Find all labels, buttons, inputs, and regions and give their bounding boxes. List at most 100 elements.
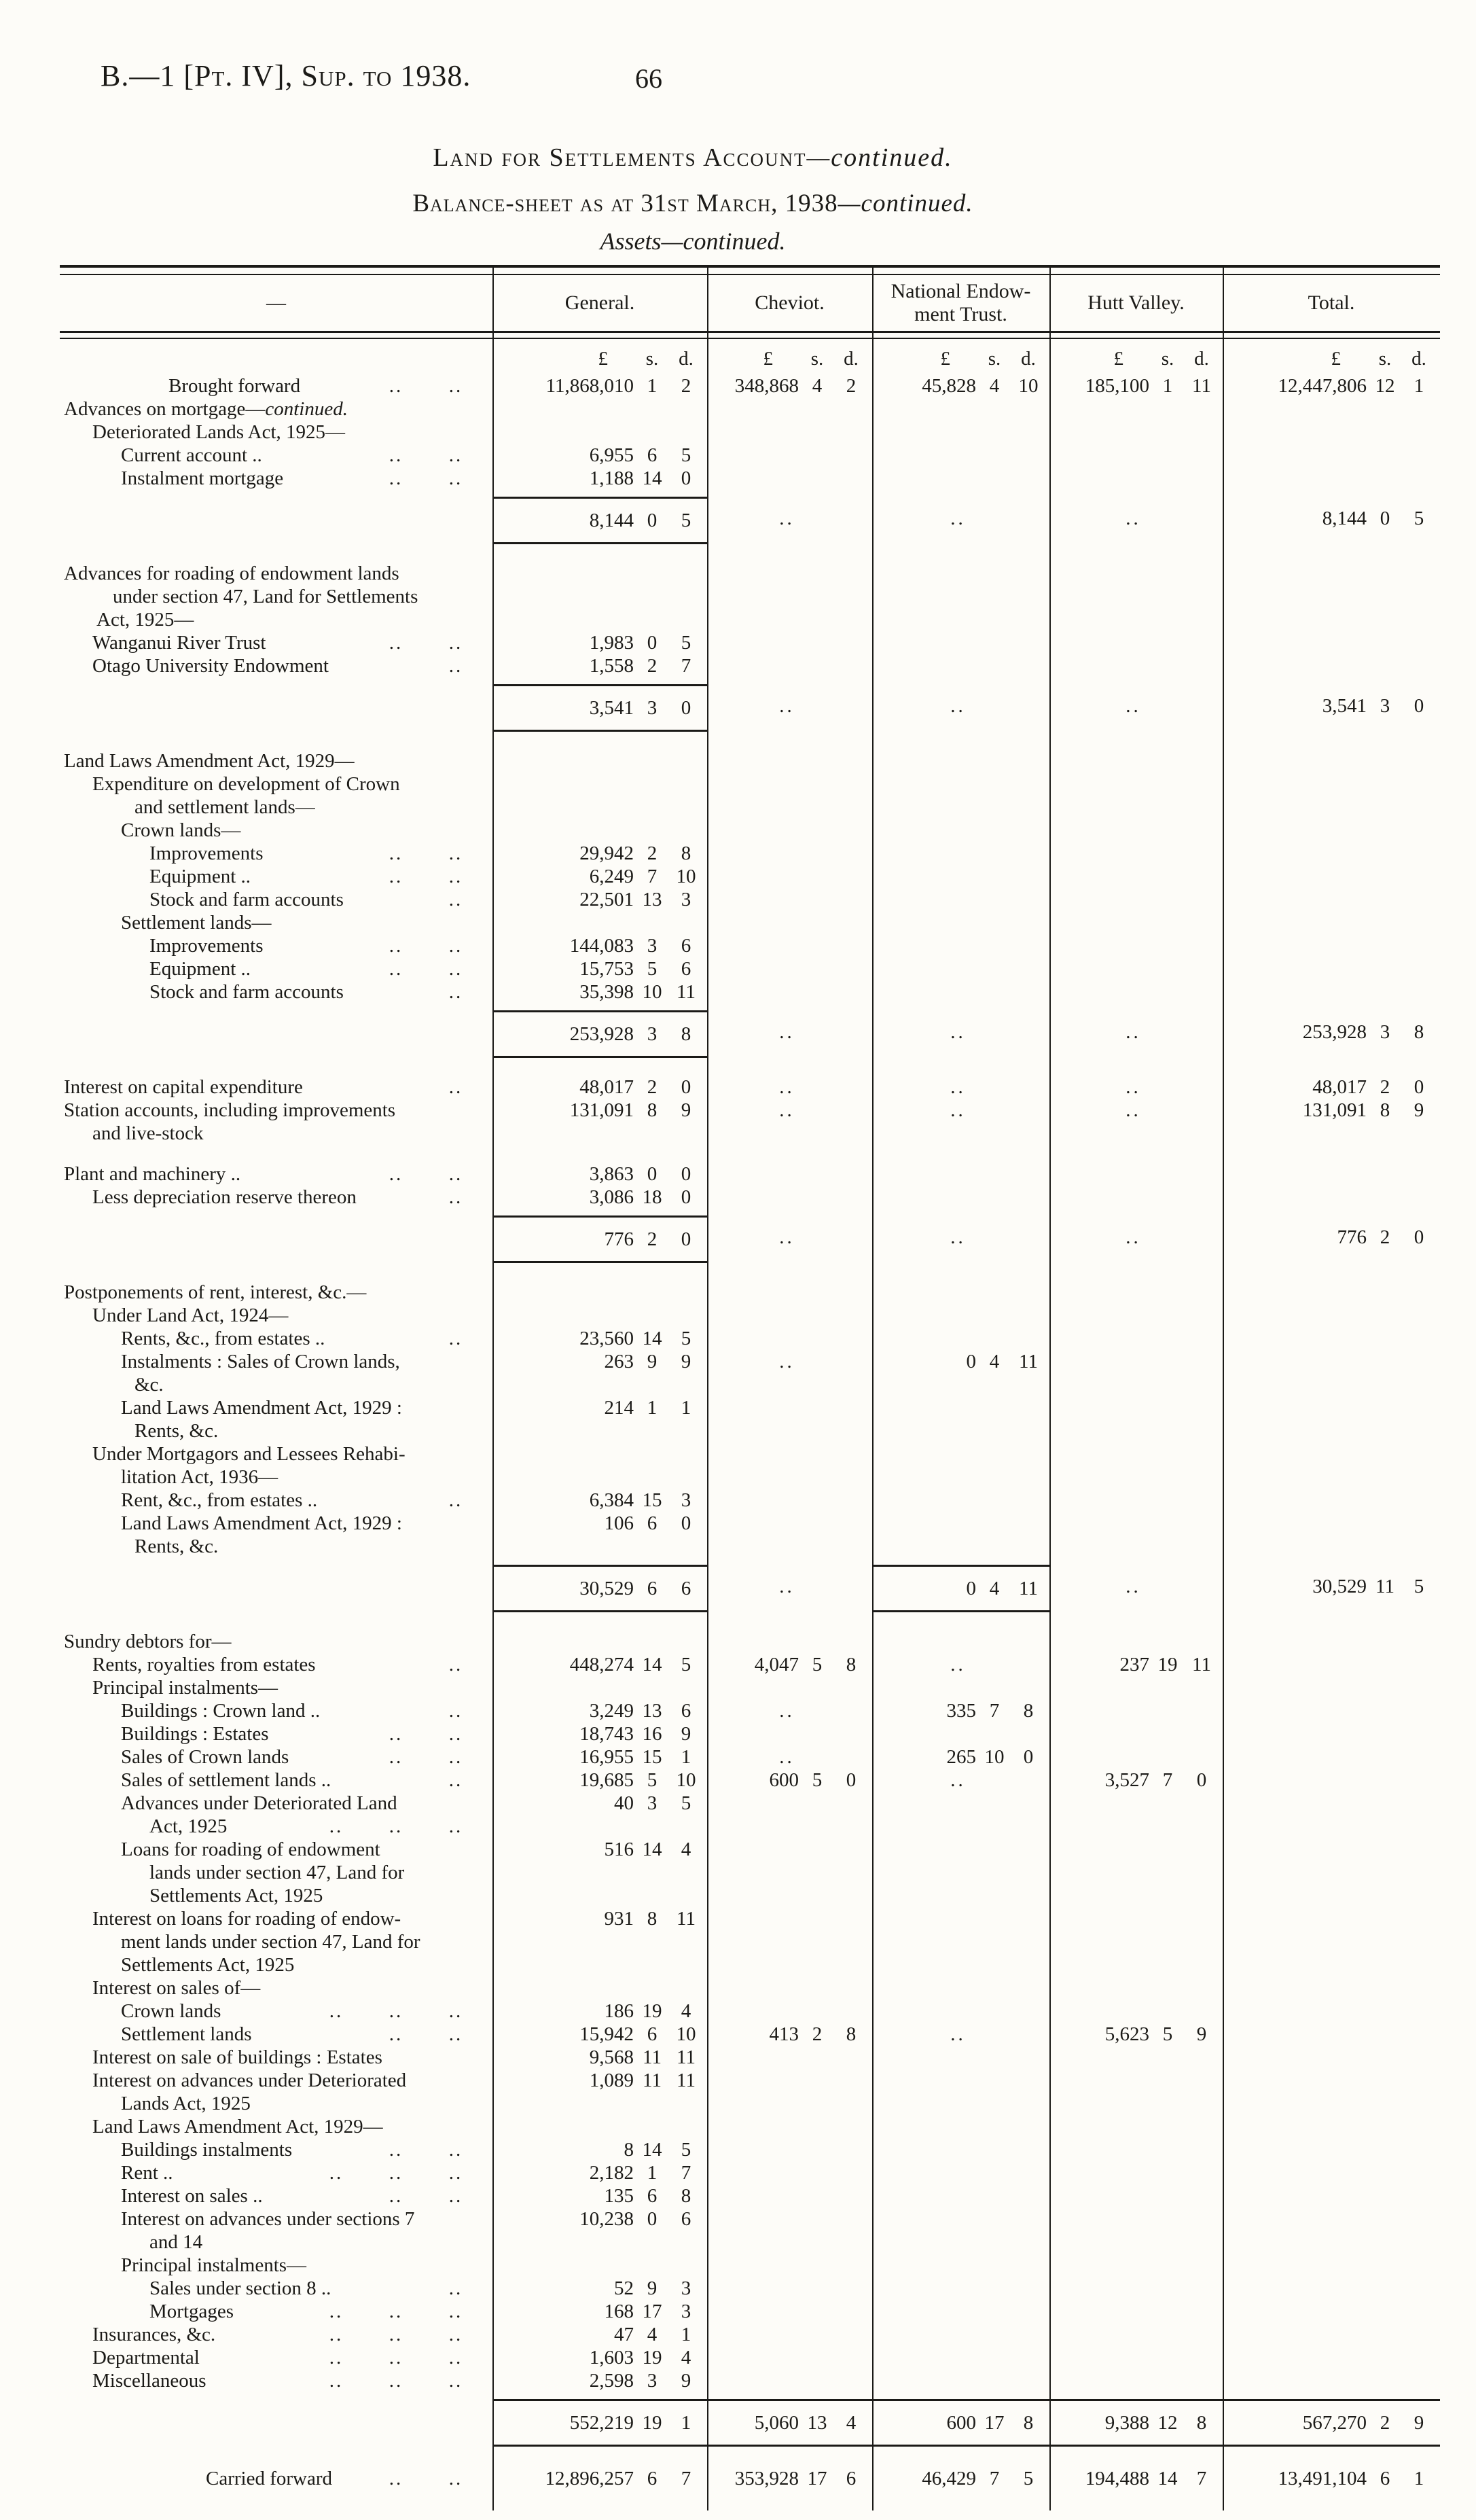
amount-shillings: 5	[812, 1654, 823, 1675]
table-row: Land Laws Amendment Act, 1929—	[60, 2115, 1440, 2138]
row-label: Rents, &c.	[60, 1419, 492, 1442]
unit-shillings: s.	[810, 348, 824, 370]
label-text: Instalment mortgage	[121, 467, 284, 489]
amount-pence: 9	[1414, 1099, 1424, 1121]
amount-cell-total: 131,091 8 9	[1223, 1099, 1440, 1122]
label-text: Rent, &c., from estates ..	[121, 1489, 318, 1511]
amount-pence: 5	[681, 1792, 691, 1814]
leader-dot-pair: ..	[329, 2301, 344, 2322]
label-text: Miscellaneous	[92, 2370, 206, 2392]
amount-cell-national-endowment-trust: ..	[872, 1215, 1049, 1263]
amount-cell-general: 30,529 6 6	[492, 1565, 707, 1612]
label-text: Principal instalments—	[92, 1677, 278, 1699]
amount-cell-hutt-valley: ..	[1049, 1076, 1223, 1099]
table-row: Instalment mortgage.... 1,188 14 0	[60, 467, 1440, 490]
amount-cell-general: 552,219 19 1	[492, 2399, 707, 2447]
amount-pence: 0	[681, 1076, 691, 1098]
amount-shillings: 4	[989, 375, 1000, 397]
leader-dot-pair: ..	[389, 1746, 403, 1768]
leader-dot-pair: ..	[448, 2023, 463, 2045]
doc-ref: B.—1 [Pt. IV], Sup. to 1938.	[101, 59, 471, 92]
leader-dot-pair: ..	[389, 632, 403, 654]
amount-shillings: 14	[642, 2139, 662, 2161]
amount-pence: 1	[681, 2324, 691, 2345]
leader-dot-pair: ..	[389, 2347, 403, 2368]
amount-pounds: 3,249	[589, 1700, 634, 1722]
row-label: under section 47, Land for Settlements	[60, 585, 492, 608]
leader-dot-pair: ..	[389, 842, 403, 864]
amount-cell-general: 1,603 19 4	[492, 2346, 707, 2369]
row-label: Sales of settlement lands ....	[60, 1769, 492, 1792]
leader-dots: ......	[306, 2161, 486, 2184]
amount-shillings: 2	[1380, 1076, 1390, 1098]
amount-cell-general: 15,942 6 10	[492, 2023, 707, 2046]
row-label: lands under section 47, Land for	[60, 1861, 492, 1884]
amount-cell-cheviot: 600 5 0	[707, 1769, 872, 1792]
amount-cell-national-endowment-trust: ..	[872, 1769, 1049, 1792]
table-row: Sales under section 8 .... 52 9 3	[60, 2277, 1440, 2300]
label-text: Settlements Act, 1925	[149, 1885, 323, 1906]
label-text: &c.	[134, 1374, 164, 1396]
leader-dot-pair: ..	[448, 1815, 463, 1837]
amount-cell-hutt-valley: 185,100 1 11	[1049, 374, 1223, 397]
amount-shillings: 1	[647, 2162, 658, 2184]
leader-dot-pair: ..	[389, 2301, 403, 2322]
leader-dots: ..	[426, 1186, 486, 1209]
table-row: Improvements.... 144,083 3 6	[60, 934, 1440, 957]
amount-pence: 5	[681, 1654, 691, 1675]
row-label: Equipment ......	[60, 957, 492, 980]
leader-dot-pair: ..	[389, 1163, 403, 1185]
amount-cell-total: 8,144 0 5	[1223, 497, 1440, 544]
table-row: Crown lands—	[60, 819, 1440, 842]
amount-cell-national-endowment-trust: ..	[872, 684, 1049, 732]
amount-pence: 8	[1023, 2412, 1034, 2434]
label-text: Current account ..	[121, 444, 262, 466]
assets-subtitle: Assets—continued.	[600, 228, 786, 255]
leader-dot-pair: ..	[448, 1723, 463, 1745]
amount-cell-total: 48,017 2 0	[1223, 1076, 1440, 1099]
label-text: Improvements	[149, 935, 264, 957]
table-row: Sales of Crown lands.... 16,955 15 1.. 265 10…	[60, 1745, 1440, 1769]
amount-pence: 11	[677, 2070, 696, 2091]
label-cell: Interest on sales ......	[60, 2184, 492, 2207]
label-cell	[60, 347, 492, 374]
amount-shillings: 17	[642, 2301, 662, 2322]
unit-pounds: £	[1113, 348, 1124, 370]
leader-dot-pair: ..	[389, 2023, 403, 2045]
leader-dot-pair: ..	[329, 2347, 344, 2368]
amount-cell-general: 22,501 13 3	[492, 888, 707, 911]
amount-pence: 5	[681, 1328, 691, 1349]
label-cell	[60, 684, 492, 732]
balance-table: — General. Cheviot. National Endow- ment Tr…	[60, 265, 1440, 2510]
table-row: Loans for roading of endowment lands unde…	[60, 1838, 1440, 1907]
amount-pounds: 8,144	[589, 510, 634, 531]
amount-pence: 4	[681, 2000, 691, 2022]
amount-cell-hutt-valley: ..	[1049, 1215, 1223, 1263]
amount-cell-general: 6,249 7 10	[492, 865, 707, 888]
leader-dot-pair: ..	[329, 1815, 344, 1837]
amount-cell-national-endowment-trust: 0 4 11	[872, 1565, 1049, 1612]
amount-pounds: 48,017	[579, 1076, 634, 1098]
amount-pounds: 335	[946, 1700, 977, 1722]
amount-pounds: 448,274	[569, 1654, 634, 1675]
amount-cell-general: 931 8 11	[492, 1907, 707, 1930]
label-cell: Postponements of rent, interest, &c.—	[60, 1281, 492, 1304]
amount-pence: 8	[846, 2023, 857, 2045]
leader-dot-pair: ..	[389, 1723, 403, 1745]
amount-shillings: 2	[647, 655, 658, 677]
amount-cell-national-endowment-trust: 335 7 8	[872, 1699, 1049, 1722]
row-label: Crown lands—	[60, 819, 492, 842]
label-text: Settlement lands—	[121, 912, 272, 934]
row-label: Interest on advances under Deteriorated	[60, 2069, 492, 2092]
amount-cell-cheviot: ..	[707, 1350, 872, 1373]
label-text: Land Laws Amendment Act, 1929 :	[121, 1512, 402, 1534]
amount-cell-national-endowment-trust: ..	[872, 1653, 1049, 1676]
amount-shillings: 0	[647, 2208, 658, 2230]
amount-cell-hutt-valley: ..	[1049, 1565, 1223, 1612]
amount-shillings: 2	[1380, 1226, 1390, 1248]
table-row: Sales of settlement lands .... 19,685 5 10 6…	[60, 1769, 1440, 1792]
leader-dots: ....	[366, 957, 486, 980]
amount-cell-general: 3,863 0 0	[492, 1163, 707, 1186]
amount-shillings: 9	[647, 2277, 658, 2299]
amount-pounds: 776	[604, 1228, 634, 1250]
